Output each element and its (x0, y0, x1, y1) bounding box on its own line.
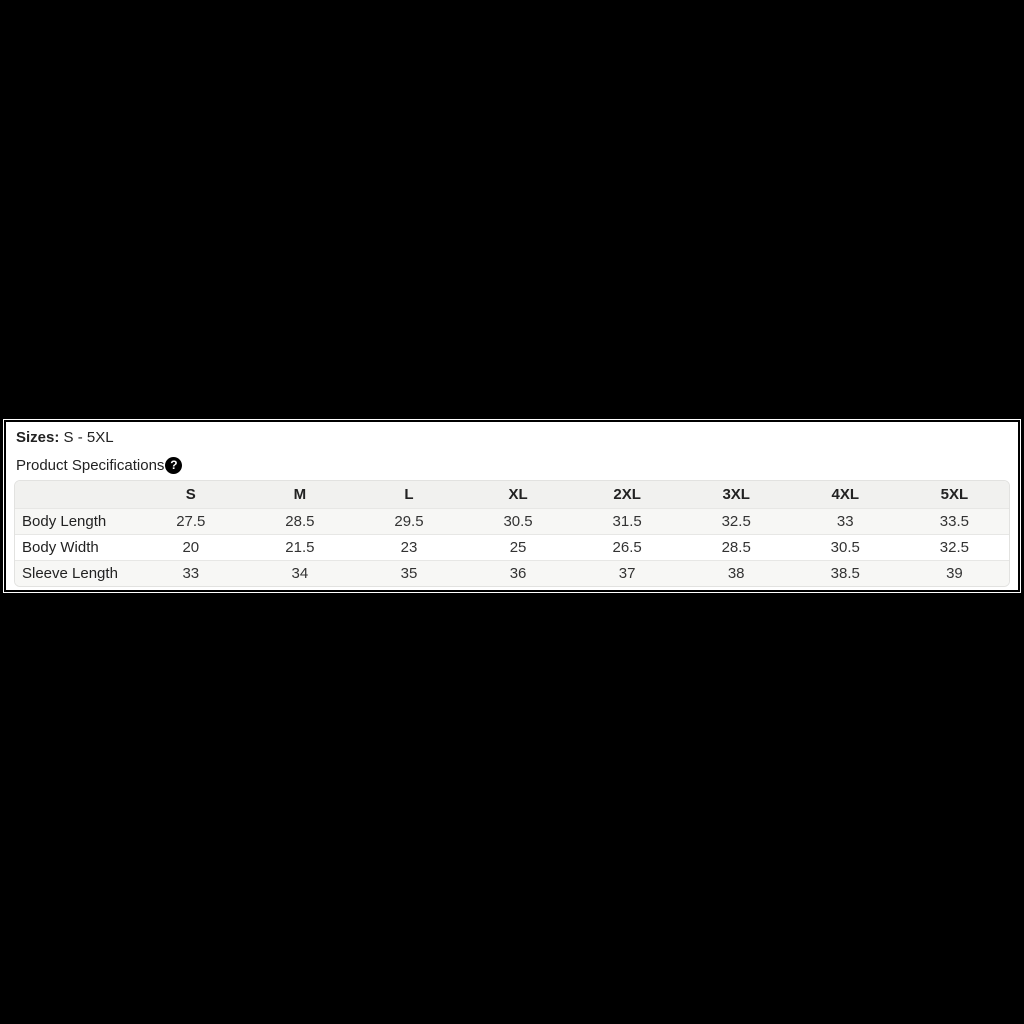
sizes-label: Sizes: (16, 429, 60, 446)
size-value-cell: 20 (136, 533, 246, 560)
size-value-cell: 32.5 (899, 533, 1009, 560)
size-value-cell: 35 (354, 559, 464, 586)
size-chart-panel: Sizes: S - 5XL Product Specifications ? … (3, 419, 1021, 593)
table-row-body-width: Body Width 20 21.5 23 25 26.5 28.5 30.5 … (15, 533, 1009, 560)
size-value-cell: 21.5 (245, 533, 355, 560)
column-header-s: S (136, 481, 246, 508)
size-value-cell: 33.5 (899, 507, 1009, 534)
size-value-cell: 23 (354, 533, 464, 560)
column-header-l: L (354, 481, 464, 508)
size-value-cell: 36 (463, 559, 573, 586)
column-header-2xl: 2XL (572, 481, 682, 508)
row-label: Sleeve Length (15, 559, 137, 586)
size-value-cell: 28.5 (245, 507, 355, 534)
column-header-4xl: 4XL (790, 481, 900, 508)
product-specifications-label: Product Specifications (16, 457, 165, 474)
size-value-cell: 28.5 (681, 533, 791, 560)
sizes-line: Sizes: S - 5XL (14, 428, 1010, 447)
table-row-body-length: Body Length 27.5 28.5 29.5 30.5 31.5 32.… (15, 507, 1009, 534)
column-header-blank (15, 481, 137, 508)
size-value-cell: 25 (463, 533, 573, 560)
sizes-value: S - 5XL (63, 429, 114, 446)
size-value-cell: 30.5 (790, 533, 900, 560)
size-value-cell: 33 (136, 559, 246, 586)
help-icon[interactable]: ? (165, 457, 183, 474)
size-chart-table-container: S M L XL 2XL 3XL 4XL 5XL Body Length 27.… (14, 480, 1010, 587)
table-header-row: S M L XL 2XL 3XL 4XL 5XL (15, 481, 1009, 508)
size-value-cell: 37 (572, 559, 682, 586)
size-value-cell: 38 (681, 559, 791, 586)
size-value-cell: 31.5 (572, 507, 682, 534)
row-label: Body Width (15, 533, 137, 560)
table-row-sleeve-length: Sleeve Length 33 34 35 36 37 38 38.5 39 (15, 559, 1009, 586)
product-specifications-line: Product Specifications ? (14, 456, 1010, 475)
row-label: Body Length (15, 507, 137, 534)
size-value-cell: 32.5 (681, 507, 791, 534)
size-value-cell: 39 (899, 559, 1009, 586)
size-value-cell: 27.5 (136, 507, 246, 534)
size-value-cell: 26.5 (572, 533, 682, 560)
size-value-cell: 34 (245, 559, 355, 586)
size-chart-table: S M L XL 2XL 3XL 4XL 5XL Body Length 27.… (15, 481, 1009, 586)
column-header-xl: XL (463, 481, 573, 508)
column-header-5xl: 5XL (899, 481, 1009, 508)
size-value-cell: 30.5 (463, 507, 573, 534)
size-value-cell: 38.5 (790, 559, 900, 586)
column-header-m: M (245, 481, 355, 508)
size-value-cell: 33 (790, 507, 900, 534)
column-header-3xl: 3XL (681, 481, 791, 508)
size-value-cell: 29.5 (354, 507, 464, 534)
